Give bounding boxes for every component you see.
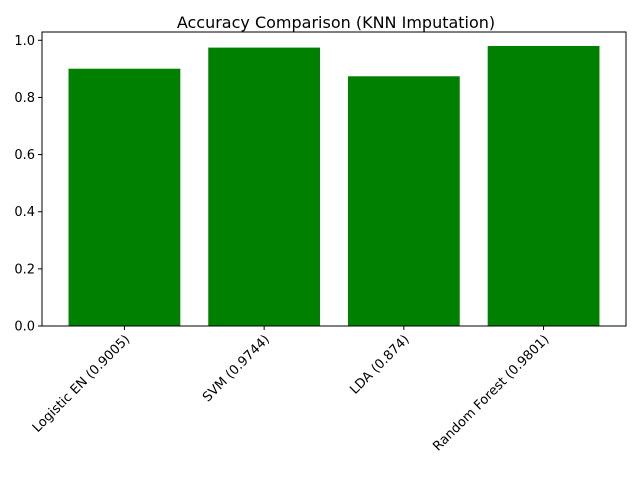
chart-title: Accuracy Comparison (KNN Imputation): [177, 13, 495, 32]
y-tick-label: 0.6: [14, 148, 35, 163]
bar-0: [68, 68, 181, 326]
y-tick-label: 0.0: [14, 320, 35, 335]
x-tick-label: Random Forest (0.9801): [430, 332, 552, 454]
y-tick-label: 0.4: [14, 205, 35, 220]
x-axis: Logistic EN (0.9005) SVM (0.9744) LDA (0.8…: [30, 326, 552, 454]
bar-3: [487, 45, 600, 326]
x-tick-label: Logistic EN (0.9005): [30, 332, 133, 435]
x-tick-label: SVM (0.9744): [200, 332, 273, 405]
bars-layer: [68, 45, 600, 327]
x-tick-label: LDA (0.874): [347, 332, 412, 397]
y-tick-label: 1.0: [14, 34, 35, 49]
y-axis: 0.0 0.2 0.4 0.6 0.8 1.0: [14, 34, 42, 335]
bar-1: [208, 47, 321, 326]
y-tick-label: 0.8: [14, 91, 35, 106]
y-tick-label: 0.2: [14, 262, 35, 277]
bar-2: [347, 76, 460, 327]
axes-frame: [41, 31, 627, 327]
